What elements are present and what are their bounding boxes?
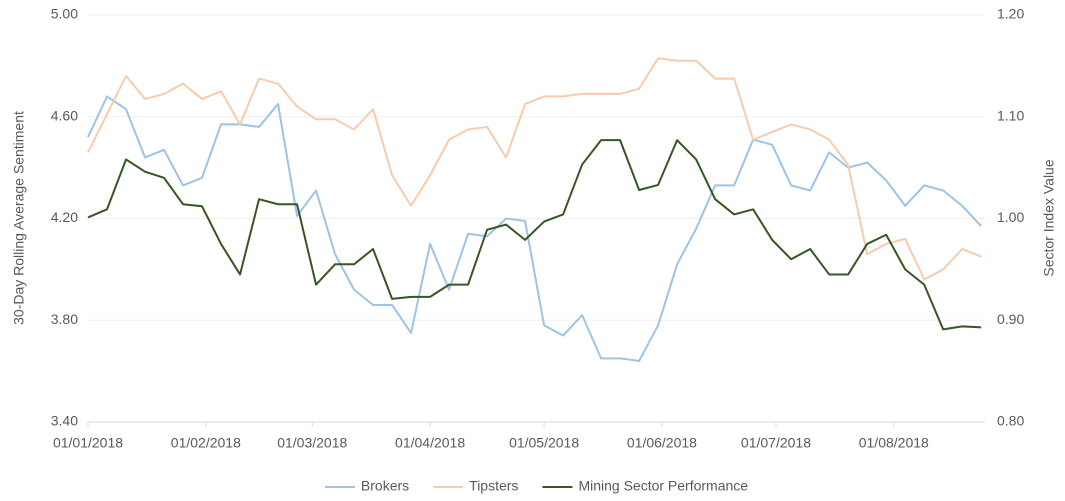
x-tick-label: 01/01/2018	[53, 435, 123, 451]
legend-label: Mining Sector Performance	[578, 478, 748, 494]
y-tick-label: 5.00	[51, 6, 78, 22]
y-tick-label: 4.20	[51, 209, 78, 225]
legend: Brokers Tipsters Mining Sector Performance	[324, 478, 748, 494]
y-tick-label: 4.60	[51, 107, 78, 123]
y-tick-label: 3.40	[51, 413, 78, 429]
y2-tick-label: 1.20	[997, 6, 1024, 22]
series-line	[87, 57, 982, 281]
series-line	[87, 139, 982, 331]
x-tick-label: 01/04/2018	[395, 435, 465, 451]
x-tick-label: 01/08/2018	[859, 435, 929, 451]
y2-axis-title: Sector Index Value	[1041, 159, 1057, 276]
series-line	[87, 95, 982, 362]
y2-tick-label: 0.80	[997, 413, 1024, 429]
y-axis-title: 30-Day Rolling Average Sentiment	[11, 111, 27, 325]
legend-label: Brokers	[361, 478, 409, 494]
x-tick-label: 01/03/2018	[277, 435, 347, 451]
x-tick-label: 01/07/2018	[741, 435, 811, 451]
y2-tick-label: 0.90	[997, 311, 1024, 327]
y-tick-label: 3.80	[51, 311, 78, 327]
y2-tick-label: 1.10	[997, 107, 1024, 123]
x-tick-label: 01/02/2018	[171, 435, 241, 451]
x-tick-label: 01/06/2018	[627, 435, 697, 451]
x-tick-label: 01/05/2018	[509, 435, 579, 451]
legend-label: Tipsters	[469, 478, 518, 494]
y2-tick-label: 1.00	[997, 209, 1024, 225]
